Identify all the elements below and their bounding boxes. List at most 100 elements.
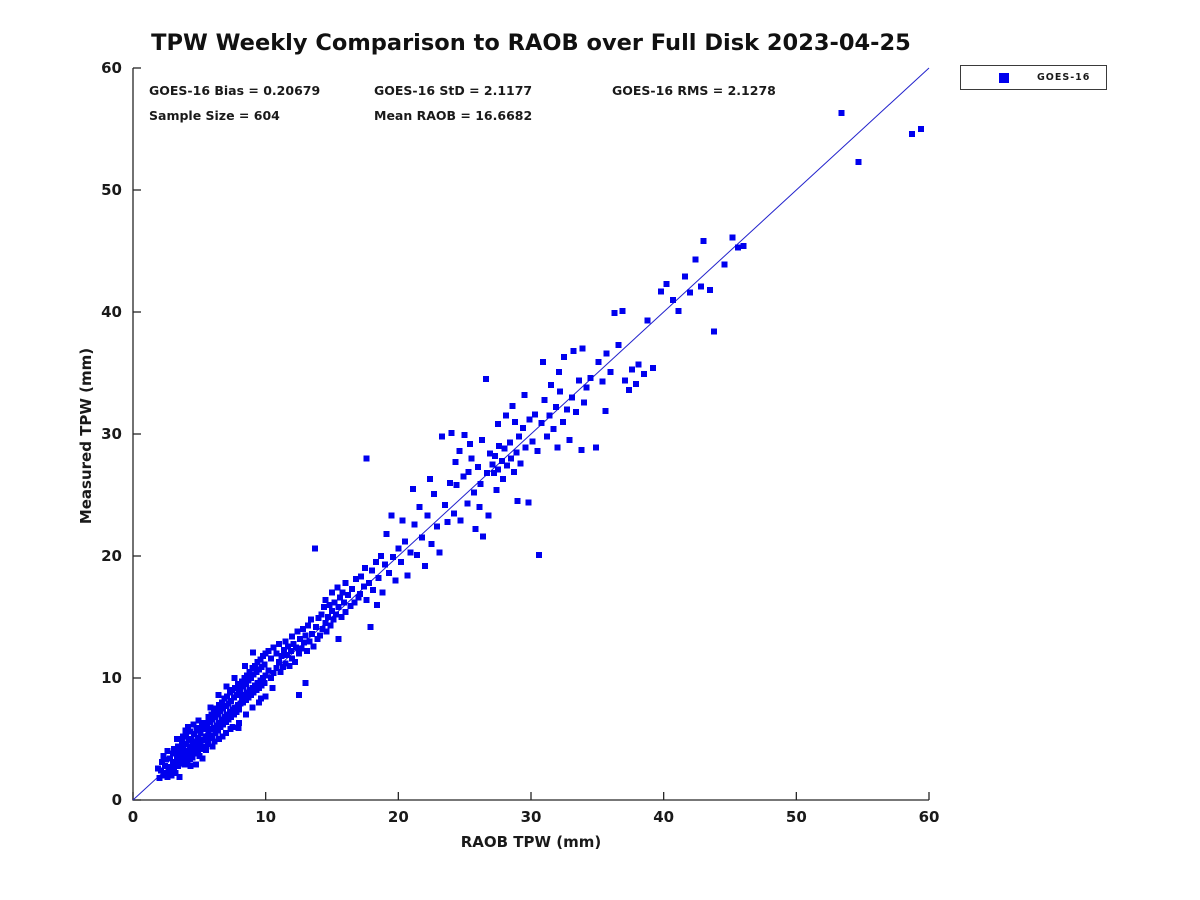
scatter-point bbox=[190, 721, 197, 728]
scatter-point bbox=[721, 261, 728, 268]
scatter-point bbox=[323, 628, 330, 635]
scatter-point bbox=[279, 664, 286, 671]
scatter-point bbox=[234, 681, 241, 688]
scatter-point bbox=[339, 589, 346, 596]
scatter-point bbox=[626, 387, 633, 394]
scatter-point bbox=[374, 601, 381, 608]
scatter-point bbox=[326, 601, 333, 608]
scatter-point bbox=[535, 551, 542, 558]
scatter-point bbox=[367, 623, 374, 630]
scatter-point bbox=[419, 534, 426, 541]
scatter-point bbox=[231, 675, 238, 681]
scatter-point bbox=[180, 744, 187, 751]
scatter-point bbox=[287, 648, 294, 655]
scatter-point bbox=[201, 743, 208, 750]
scatter-point bbox=[452, 459, 459, 466]
scatter-point bbox=[908, 130, 915, 137]
y-tick-label: 60 bbox=[101, 59, 122, 77]
scatter-point bbox=[269, 684, 276, 691]
scatter-point bbox=[321, 604, 328, 611]
scatter-point bbox=[383, 531, 390, 538]
scatter-point bbox=[351, 599, 358, 606]
scatter-point bbox=[176, 773, 183, 780]
scatter-point bbox=[163, 756, 170, 763]
scatter-point bbox=[183, 740, 190, 747]
scatter-point bbox=[421, 562, 428, 569]
stat-rms: GOES-16 RMS = 2.1278 bbox=[612, 83, 776, 98]
scatter-point bbox=[227, 726, 234, 733]
scatter-point bbox=[197, 729, 204, 736]
scatter-point bbox=[246, 668, 253, 675]
scatter-point bbox=[559, 418, 566, 425]
scatter-point bbox=[416, 504, 423, 511]
scatter-point bbox=[319, 626, 326, 633]
scatter-point bbox=[169, 750, 176, 757]
scatter-point bbox=[219, 733, 226, 740]
scatter-point bbox=[205, 729, 212, 736]
scatter-point bbox=[222, 729, 229, 736]
scatter-point bbox=[352, 576, 359, 583]
scatter-point bbox=[216, 720, 223, 727]
scatter-point bbox=[635, 361, 642, 368]
scatter-point bbox=[291, 659, 298, 666]
scatter-point bbox=[172, 759, 179, 766]
scatter-point bbox=[640, 371, 647, 378]
scatter-point bbox=[650, 365, 657, 372]
scatter-point bbox=[236, 706, 243, 713]
scatter-point bbox=[301, 639, 308, 646]
scatter-point bbox=[224, 693, 231, 700]
scatter-point bbox=[595, 359, 602, 366]
scatter-point bbox=[427, 476, 434, 483]
scatter-point bbox=[534, 448, 541, 455]
scatter-point bbox=[202, 746, 209, 753]
y-tick-label: 30 bbox=[101, 425, 122, 443]
scatter-point bbox=[485, 512, 492, 519]
scatter-point bbox=[309, 631, 316, 638]
scatter-point bbox=[189, 754, 196, 761]
chart-title: TPW Weekly Comparison to RAOB over Full … bbox=[151, 30, 911, 56]
scatter-point bbox=[509, 402, 516, 409]
scatter-point bbox=[554, 444, 561, 451]
scatter-point bbox=[348, 585, 355, 592]
scatter-point bbox=[395, 545, 402, 552]
scatter-point bbox=[506, 439, 513, 446]
scatter-point bbox=[644, 317, 651, 324]
scatter-point bbox=[622, 377, 629, 384]
scatter-point bbox=[543, 433, 550, 440]
scatter-point bbox=[496, 443, 503, 450]
x-tick-label: 0 bbox=[128, 808, 138, 826]
scatter-point bbox=[615, 341, 622, 348]
scatter-point bbox=[697, 283, 704, 290]
scatter-point bbox=[195, 748, 202, 755]
scatter-point bbox=[360, 583, 367, 590]
scatter-point bbox=[344, 592, 351, 599]
scatter-point bbox=[167, 768, 174, 775]
scatter-point bbox=[460, 473, 467, 480]
scatter-point bbox=[583, 384, 590, 391]
scatter-point bbox=[399, 517, 406, 524]
scatter-point bbox=[439, 433, 446, 440]
scatter-point bbox=[501, 445, 508, 452]
scatter-point bbox=[388, 512, 395, 519]
scatter-point bbox=[358, 573, 365, 580]
scatter-point bbox=[302, 679, 309, 686]
scatter-point bbox=[918, 126, 925, 132]
scatter-point bbox=[525, 499, 532, 506]
scatter-point bbox=[191, 731, 198, 738]
scatter-point bbox=[335, 635, 342, 642]
scatter-point bbox=[520, 424, 527, 431]
scatter-point bbox=[486, 450, 493, 457]
scatter-point bbox=[573, 409, 580, 416]
scatter-point bbox=[466, 440, 473, 447]
scatter-point bbox=[168, 772, 175, 779]
scatter-point bbox=[305, 622, 312, 629]
scatter-point bbox=[355, 594, 362, 601]
scatter-point bbox=[494, 421, 501, 428]
scatter-point bbox=[200, 737, 207, 744]
scatter-point bbox=[195, 734, 202, 741]
scatter-point bbox=[539, 359, 546, 366]
x-tick-label: 20 bbox=[388, 808, 409, 826]
scatter-point bbox=[477, 481, 484, 488]
scatter-point bbox=[156, 775, 163, 782]
scatter-point bbox=[242, 662, 249, 669]
